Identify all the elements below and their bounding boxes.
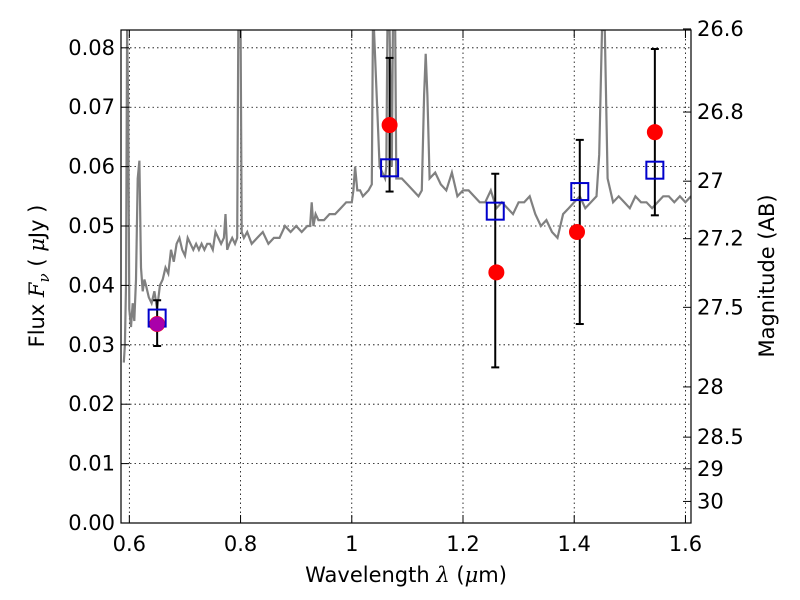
y2-tick-label: 27.5 [697, 295, 744, 319]
x-axis-label: Wavelength λ (μm) [305, 563, 507, 587]
grid [121, 30, 691, 524]
y-tick-label: 0.04 [68, 273, 115, 297]
x-tick-label: 1.6 [669, 532, 702, 556]
y-tick-label: 0.02 [68, 392, 115, 416]
plot-background [121, 30, 691, 523]
y-tick-label: 0.00 [68, 511, 115, 535]
y2-tick-label: 27 [697, 169, 724, 193]
x-tick-label: 1.4 [558, 532, 591, 556]
y2-tick-label: 29 [697, 457, 724, 481]
y2-tick-label: 27.2 [697, 227, 744, 251]
model-square-marker [485, 201, 505, 221]
x-tick-label: 1 [345, 532, 358, 556]
plot-area [122, 30, 691, 369]
y2-tick-label: 30 [697, 489, 724, 513]
y2-tick-label: 26.8 [697, 100, 744, 124]
highlight-circle-marker [149, 316, 165, 332]
spectrum-line [122, 30, 691, 363]
y-axis-label: Flux Fν ( μJy ) [25, 205, 53, 348]
model-square-marker [645, 160, 665, 180]
x-tick-label: 0.6 [113, 532, 146, 556]
y2-tick-label: 26.6 [697, 17, 744, 41]
plot-frame [120, 29, 692, 524]
y2-axis-label: Magnitude (AB) [755, 194, 779, 357]
x-tick-label: 0.8 [224, 532, 257, 556]
observed-circle-marker [646, 124, 663, 141]
y-tick-label: 0.08 [68, 36, 115, 60]
observed-circle-marker [488, 264, 505, 281]
y-tick-label: 0.03 [68, 333, 115, 357]
ticks [121, 28, 691, 524]
observed-circle-marker [381, 117, 398, 134]
x-tick-label: 1.2 [446, 532, 479, 556]
y2-tick-label: 28 [697, 375, 724, 399]
model-square-marker [570, 182, 590, 202]
observed-circle-marker [569, 223, 585, 240]
model-square-marker [380, 158, 400, 178]
y-tick-label: 0.07 [68, 95, 115, 119]
y-tick-label: 0.01 [68, 452, 115, 476]
y2-tick-label: 28.5 [697, 425, 744, 449]
tick-labels: 0.6 0.8 1 1.2 1.4 1.6 0.00 0.01 0.02 0.03 0.04 0.05… [68, 17, 744, 556]
y-tick-label: 0.05 [68, 214, 115, 238]
markers [147, 117, 665, 333]
y-tick-label: 0.06 [68, 155, 115, 179]
